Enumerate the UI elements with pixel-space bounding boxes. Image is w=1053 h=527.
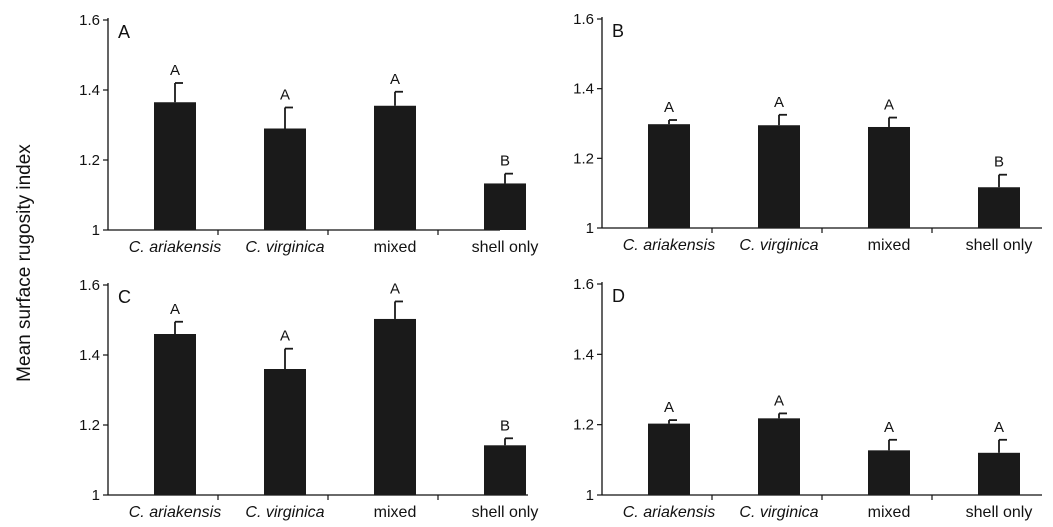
category-label: C. ariakensis [129, 239, 221, 256]
y-tick-label: 1.4 [573, 346, 594, 363]
y-tick-label: 1.2 [573, 417, 594, 434]
category-label: C. virginica [245, 239, 324, 256]
bar [484, 183, 526, 230]
y-tick-label: 1 [92, 222, 100, 239]
category-label: C. ariakensis [623, 504, 715, 521]
significance-label: A [170, 301, 180, 318]
bar [154, 334, 196, 495]
bar [264, 128, 306, 230]
panel-label: A [118, 22, 130, 42]
bar [978, 452, 1020, 495]
y-tick-label: 1 [92, 487, 100, 504]
bar [374, 318, 416, 495]
category-label: mixed [374, 504, 417, 521]
y-tick-label: 1.4 [573, 81, 594, 98]
panel-label: D [612, 286, 625, 306]
panel-label: C [118, 287, 131, 307]
bar [154, 102, 196, 230]
category-label: shell only [966, 237, 1033, 254]
y-axis-label: Mean surface rugosity index [14, 144, 35, 382]
bar [648, 124, 690, 228]
category-label: C. ariakensis [129, 504, 221, 521]
significance-label: B [994, 154, 1004, 171]
y-tick-label: 1 [586, 220, 594, 237]
category-label: shell only [472, 239, 539, 256]
y-tick-label: 1 [586, 487, 594, 504]
y-tick-label: 1.6 [79, 12, 100, 29]
bar [374, 105, 416, 230]
significance-label: A [884, 97, 894, 114]
category-label: C. virginica [739, 237, 818, 254]
y-tick-label: 1.6 [573, 11, 594, 28]
y-tick-label: 1.2 [573, 150, 594, 167]
panel-b: 1 1.2 1.4 1.6 B A C. ariakensis A C. virginica Am… [573, 11, 1042, 254]
y-tick-label: 1.6 [79, 277, 100, 294]
significance-label: A [390, 280, 400, 297]
significance-label: A [994, 419, 1004, 436]
y-tick-label: 1.2 [79, 417, 100, 434]
y-tick-label: 1.4 [79, 82, 100, 99]
bar [978, 187, 1020, 228]
significance-label: B [500, 417, 510, 434]
category-label: mixed [868, 237, 911, 254]
significance-label: A [664, 399, 674, 416]
panel-a: 1 1.2 1.4 1.6 A A C. ariakensis A C. virginica Am… [79, 12, 538, 256]
category-label: C. virginica [739, 504, 818, 521]
significance-label: A [280, 87, 290, 104]
significance-label: A [884, 419, 894, 436]
significance-label: A [664, 99, 674, 116]
y-tick-label: 1.6 [573, 276, 594, 293]
bar [758, 418, 800, 495]
panel-d: 1 1.2 1.4 1.6 D A C. ariakensis A C. virginica Am… [573, 276, 1042, 521]
y-tick-label: 1.4 [79, 347, 100, 364]
category-label: shell only [472, 504, 539, 521]
bar [484, 445, 526, 495]
significance-label: A [280, 328, 290, 345]
category-label: shell only [966, 504, 1033, 521]
y-tick-label: 1.2 [79, 152, 100, 169]
significance-label: B [500, 153, 510, 170]
category-label: C. ariakensis [623, 237, 715, 254]
panel-c: 1 1.2 1.4 1.6 C A C. ariakensis A C. virginica Am… [79, 277, 538, 521]
significance-label: A [774, 392, 784, 409]
significance-label: A [774, 94, 784, 111]
category-label: C. virginica [245, 504, 324, 521]
panel-label: B [612, 21, 624, 41]
category-label: mixed [868, 504, 911, 521]
significance-label: A [170, 62, 180, 79]
bar [264, 369, 306, 495]
category-label: mixed [374, 239, 417, 256]
significance-label: A [390, 71, 400, 88]
bar [868, 126, 910, 228]
bar [648, 423, 690, 495]
bar [868, 450, 910, 495]
bar [758, 125, 800, 228]
